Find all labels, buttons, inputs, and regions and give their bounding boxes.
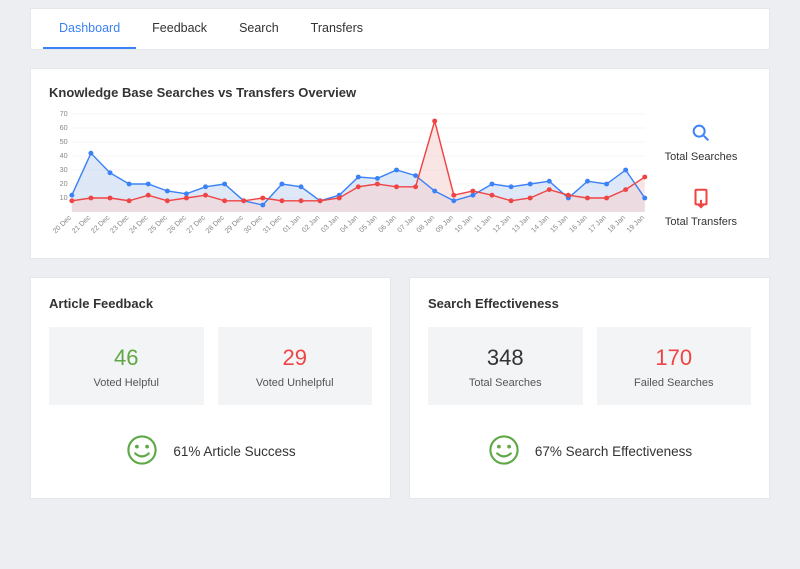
stat-helpful-value: 46	[57, 345, 196, 371]
tab-transfers[interactable]: Transfers	[295, 9, 379, 49]
search-panel-title: Search Effectiveness	[428, 296, 751, 311]
stat-unhelpful: 29 Voted Unhelpful	[218, 327, 373, 405]
svg-text:22 Dec: 22 Dec	[89, 214, 111, 236]
svg-text:25 Dec: 25 Dec	[147, 214, 169, 236]
svg-text:27 Dec: 27 Dec	[185, 214, 207, 236]
svg-text:24 Dec: 24 Dec	[128, 214, 150, 236]
feedback-panel: Article Feedback 46 Voted Helpful 29 Vot…	[30, 277, 391, 499]
stat-total-searches: 348 Total Searches	[428, 327, 583, 405]
svg-text:08 Jan: 08 Jan	[415, 214, 436, 234]
tab-search[interactable]: Search	[223, 9, 295, 49]
stat-helpful-label: Voted Helpful	[57, 377, 196, 389]
svg-text:05 Jan: 05 Jan	[358, 214, 379, 234]
stat-total-searches-label: Total Searches	[436, 377, 575, 389]
legend-searches-label: Total Searches	[665, 151, 738, 163]
stat-unhelpful-value: 29	[226, 345, 365, 371]
svg-text:50: 50	[60, 138, 68, 146]
svg-text:17 Jan: 17 Jan	[587, 214, 608, 234]
svg-text:14 Jan: 14 Jan	[530, 214, 551, 234]
svg-text:12 Jan: 12 Jan	[491, 214, 512, 234]
svg-text:20 Dec: 20 Dec	[51, 214, 73, 236]
stat-failed-searches: 170 Failed Searches	[597, 327, 752, 405]
overview-chart: 10 20 30 40 50 60 70 20 Dec21 Dec22 Dec23 Dec24…	[49, 110, 651, 240]
svg-text:02 Jan: 02 Jan	[300, 214, 321, 234]
svg-text:11 Jan: 11 Jan	[473, 214, 494, 234]
svg-text:10 Jan: 10 Jan	[453, 214, 474, 234]
search-panel: Search Effectiveness 348 Total Searches …	[409, 277, 770, 499]
legend-searches: Total Searches	[665, 122, 738, 163]
stat-failed-searches-label: Failed Searches	[605, 377, 744, 389]
svg-text:21 Dec: 21 Dec	[70, 214, 92, 236]
legend-transfers-label: Total Transfers	[665, 216, 737, 228]
feedback-summary-text: 61% Article Success	[173, 444, 295, 459]
svg-text:06 Jan: 06 Jan	[377, 214, 398, 234]
feedback-title: Article Feedback	[49, 296, 372, 311]
overview-title: Knowledge Base Searches vs Transfers Ove…	[49, 85, 751, 100]
stat-total-searches-value: 348	[436, 345, 575, 371]
svg-text:20: 20	[60, 180, 68, 188]
overview-card: Knowledge Base Searches vs Transfers Ove…	[30, 68, 770, 259]
search-summary-text: 67% Search Effectiveness	[535, 444, 692, 459]
svg-text:30 Dec: 30 Dec	[242, 214, 264, 236]
svg-text:19 Jan: 19 Jan	[625, 214, 646, 234]
svg-text:29 Dec: 29 Dec	[223, 214, 245, 236]
svg-text:70: 70	[60, 110, 68, 118]
tab-dashboard[interactable]: Dashboard	[43, 9, 136, 49]
svg-text:01 Jan: 01 Jan	[281, 214, 302, 234]
svg-text:60: 60	[60, 124, 68, 132]
search-icon	[665, 122, 738, 147]
svg-text:18 Jan: 18 Jan	[606, 214, 627, 234]
svg-text:13 Jan: 13 Jan	[510, 214, 531, 234]
tabs-bar: Dashboard Feedback Search Transfers	[30, 8, 770, 50]
stat-helpful: 46 Voted Helpful	[49, 327, 204, 405]
feedback-summary: 61% Article Success	[49, 433, 372, 470]
svg-text:31 Dec: 31 Dec	[261, 214, 283, 236]
svg-text:23 Dec: 23 Dec	[109, 214, 131, 236]
stat-failed-searches-value: 170	[605, 345, 744, 371]
svg-text:09 Jan: 09 Jan	[434, 214, 455, 234]
search-summary: 67% Search Effectiveness	[428, 433, 751, 470]
svg-text:10: 10	[60, 194, 68, 202]
svg-text:07 Jan: 07 Jan	[396, 214, 417, 234]
svg-text:30: 30	[60, 166, 68, 174]
svg-text:03 Jan: 03 Jan	[319, 214, 340, 234]
legend-transfers: Total Transfers	[665, 187, 737, 228]
transfer-icon	[665, 187, 737, 212]
smile-icon	[125, 433, 159, 470]
svg-text:28 Dec: 28 Dec	[204, 214, 226, 236]
tab-feedback[interactable]: Feedback	[136, 9, 223, 49]
stat-unhelpful-label: Voted Unhelpful	[226, 377, 365, 389]
svg-text:15 Jan: 15 Jan	[549, 214, 570, 234]
smile-icon	[487, 433, 521, 470]
svg-text:16 Jan: 16 Jan	[568, 214, 589, 234]
svg-text:40: 40	[60, 152, 68, 160]
chart-legend: Total Searches Total Transfers	[651, 110, 751, 240]
svg-text:04 Jan: 04 Jan	[339, 214, 360, 234]
svg-text:26 Dec: 26 Dec	[166, 214, 188, 236]
